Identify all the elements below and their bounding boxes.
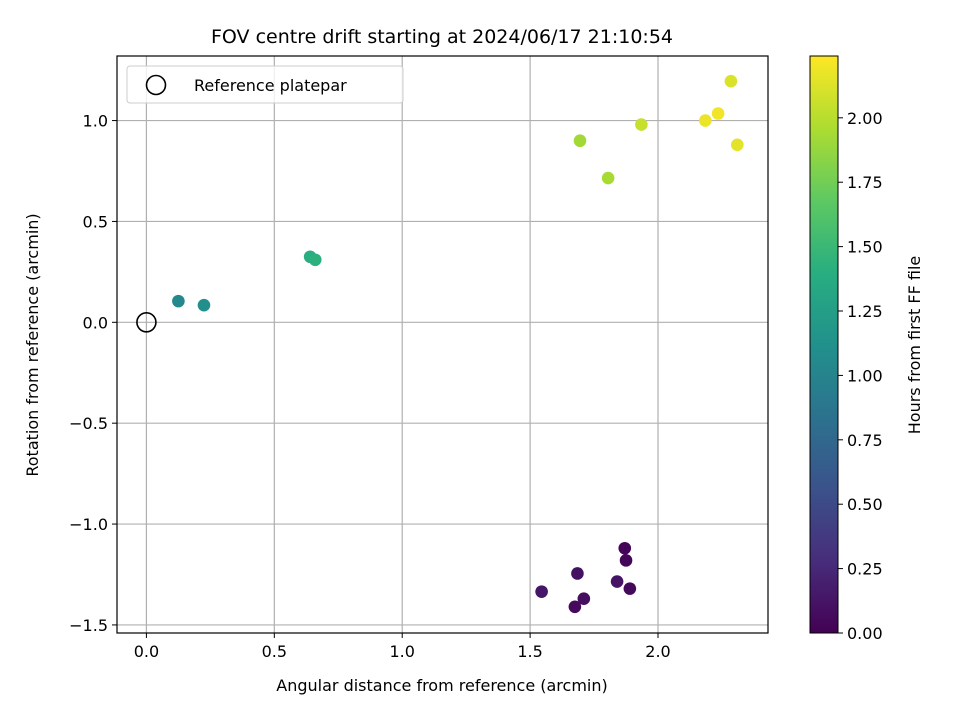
x-tick-label: 1.0 bbox=[389, 642, 414, 661]
colorbar-tick-label: 1.25 bbox=[847, 302, 883, 321]
data-point bbox=[635, 118, 648, 131]
y-tick-label: −1.0 bbox=[69, 515, 108, 534]
y-tick-label: 1.0 bbox=[83, 112, 108, 131]
colorbar-title: Hours from first FF file bbox=[905, 256, 924, 435]
data-point bbox=[711, 107, 725, 120]
colorbar-tick-label: 1.50 bbox=[847, 238, 883, 257]
plot-frame bbox=[116, 55, 769, 634]
chart-title: FOV centre drift starting at 2024/06/17 … bbox=[211, 26, 673, 48]
data-point bbox=[623, 582, 637, 595]
data-point bbox=[619, 554, 633, 567]
scatter-points bbox=[172, 74, 744, 614]
data-point bbox=[577, 592, 591, 606]
colorbar-tick-label: 0.00 bbox=[847, 624, 883, 643]
colorbar-tick-label: 1.75 bbox=[847, 173, 883, 192]
data-point bbox=[172, 294, 185, 308]
y-tick-label: 0.5 bbox=[83, 212, 108, 231]
x-axis: 0.0 0.5 1.0 1.5 2.0 bbox=[134, 633, 671, 661]
data-point bbox=[573, 134, 587, 148]
colorbar-tick-label: 0.75 bbox=[847, 431, 883, 450]
x-tick-label: 0.0 bbox=[134, 642, 159, 661]
data-point bbox=[731, 138, 744, 152]
colorbar-tick-label: 1.00 bbox=[847, 366, 883, 385]
colorbar-tick-label: 0.25 bbox=[847, 560, 883, 579]
data-point bbox=[610, 575, 624, 588]
data-point bbox=[535, 585, 548, 598]
colorbar-ticks: 0.00 0.25 0.50 0.75 1.00 1.25 1.50 1.75 2.00 bbox=[838, 109, 883, 643]
colorbar-tick-label: 0.50 bbox=[847, 495, 883, 514]
x-tick-label: 0.5 bbox=[262, 642, 287, 661]
data-point bbox=[568, 600, 582, 614]
y-axis: −1.5 −1.0 −0.5 0.0 0.5 1.0 bbox=[69, 112, 117, 635]
colorbar-gradient bbox=[809, 55, 839, 634]
data-point bbox=[601, 171, 615, 185]
y-tick-label: −0.5 bbox=[69, 414, 108, 433]
data-point bbox=[699, 114, 712, 127]
legend: Reference platepar bbox=[126, 65, 404, 104]
data-point bbox=[308, 253, 322, 267]
x-tick-label: 2.0 bbox=[645, 642, 670, 661]
colorbar: 0.00 0.25 0.50 0.75 1.00 1.25 1.50 1.75 2.00 Hou… bbox=[809, 55, 924, 643]
reference-point-marker bbox=[136, 312, 157, 333]
legend-label: Reference platepar bbox=[194, 76, 347, 95]
x-axis-title: Angular distance from reference (arcmin) bbox=[276, 676, 607, 695]
data-point bbox=[724, 74, 738, 88]
y-axis-title: Rotation from reference (arcmin) bbox=[23, 213, 42, 476]
legend-marker bbox=[145, 74, 167, 96]
data-point bbox=[618, 541, 632, 555]
legend-box bbox=[126, 65, 404, 104]
x-tick-label: 1.5 bbox=[517, 642, 542, 661]
grid bbox=[117, 56, 768, 633]
data-point bbox=[571, 567, 584, 580]
y-tick-label: −1.5 bbox=[69, 616, 108, 635]
y-tick-label: 0.0 bbox=[83, 313, 108, 332]
data-point bbox=[197, 298, 211, 312]
colorbar-tick-label: 2.00 bbox=[847, 109, 883, 128]
